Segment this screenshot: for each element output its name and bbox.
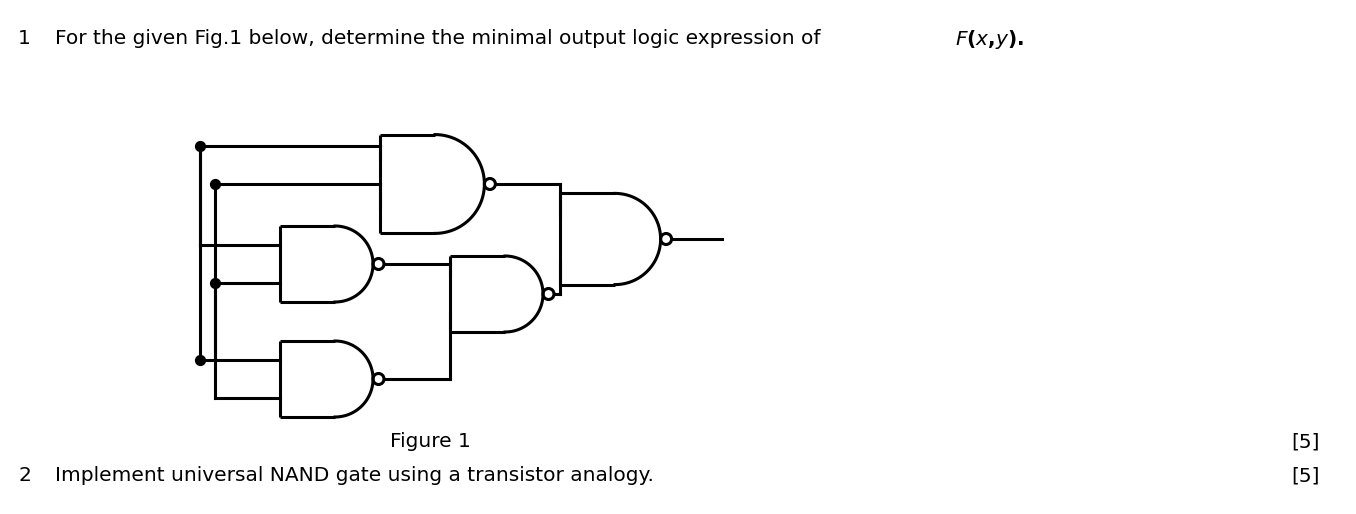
- Point: [205, 180, 226, 188]
- Point: [205, 279, 226, 287]
- Text: 2: 2: [18, 466, 31, 485]
- Text: For the given Fig.1 below, determine the minimal output logic expression of: For the given Fig.1 below, determine the…: [56, 29, 827, 48]
- Text: 1: 1: [18, 29, 31, 48]
- Point: [188, 142, 210, 150]
- Point: [188, 356, 210, 364]
- Text: [5]: [5]: [1291, 466, 1319, 485]
- Text: [5]: [5]: [1291, 432, 1319, 451]
- Text: Implement universal NAND gate using a transistor analogy.: Implement universal NAND gate using a tr…: [56, 466, 654, 485]
- Text: $\mathbf{\mathit{F}}$$\mathbf{(}$$\mathbf{\mathit{x}}$$\mathbf{,}$$\mathbf{\math: $\mathbf{\mathit{F}}$$\mathbf{(}$$\mathb…: [955, 28, 1024, 51]
- Text: Figure 1: Figure 1: [389, 432, 471, 451]
